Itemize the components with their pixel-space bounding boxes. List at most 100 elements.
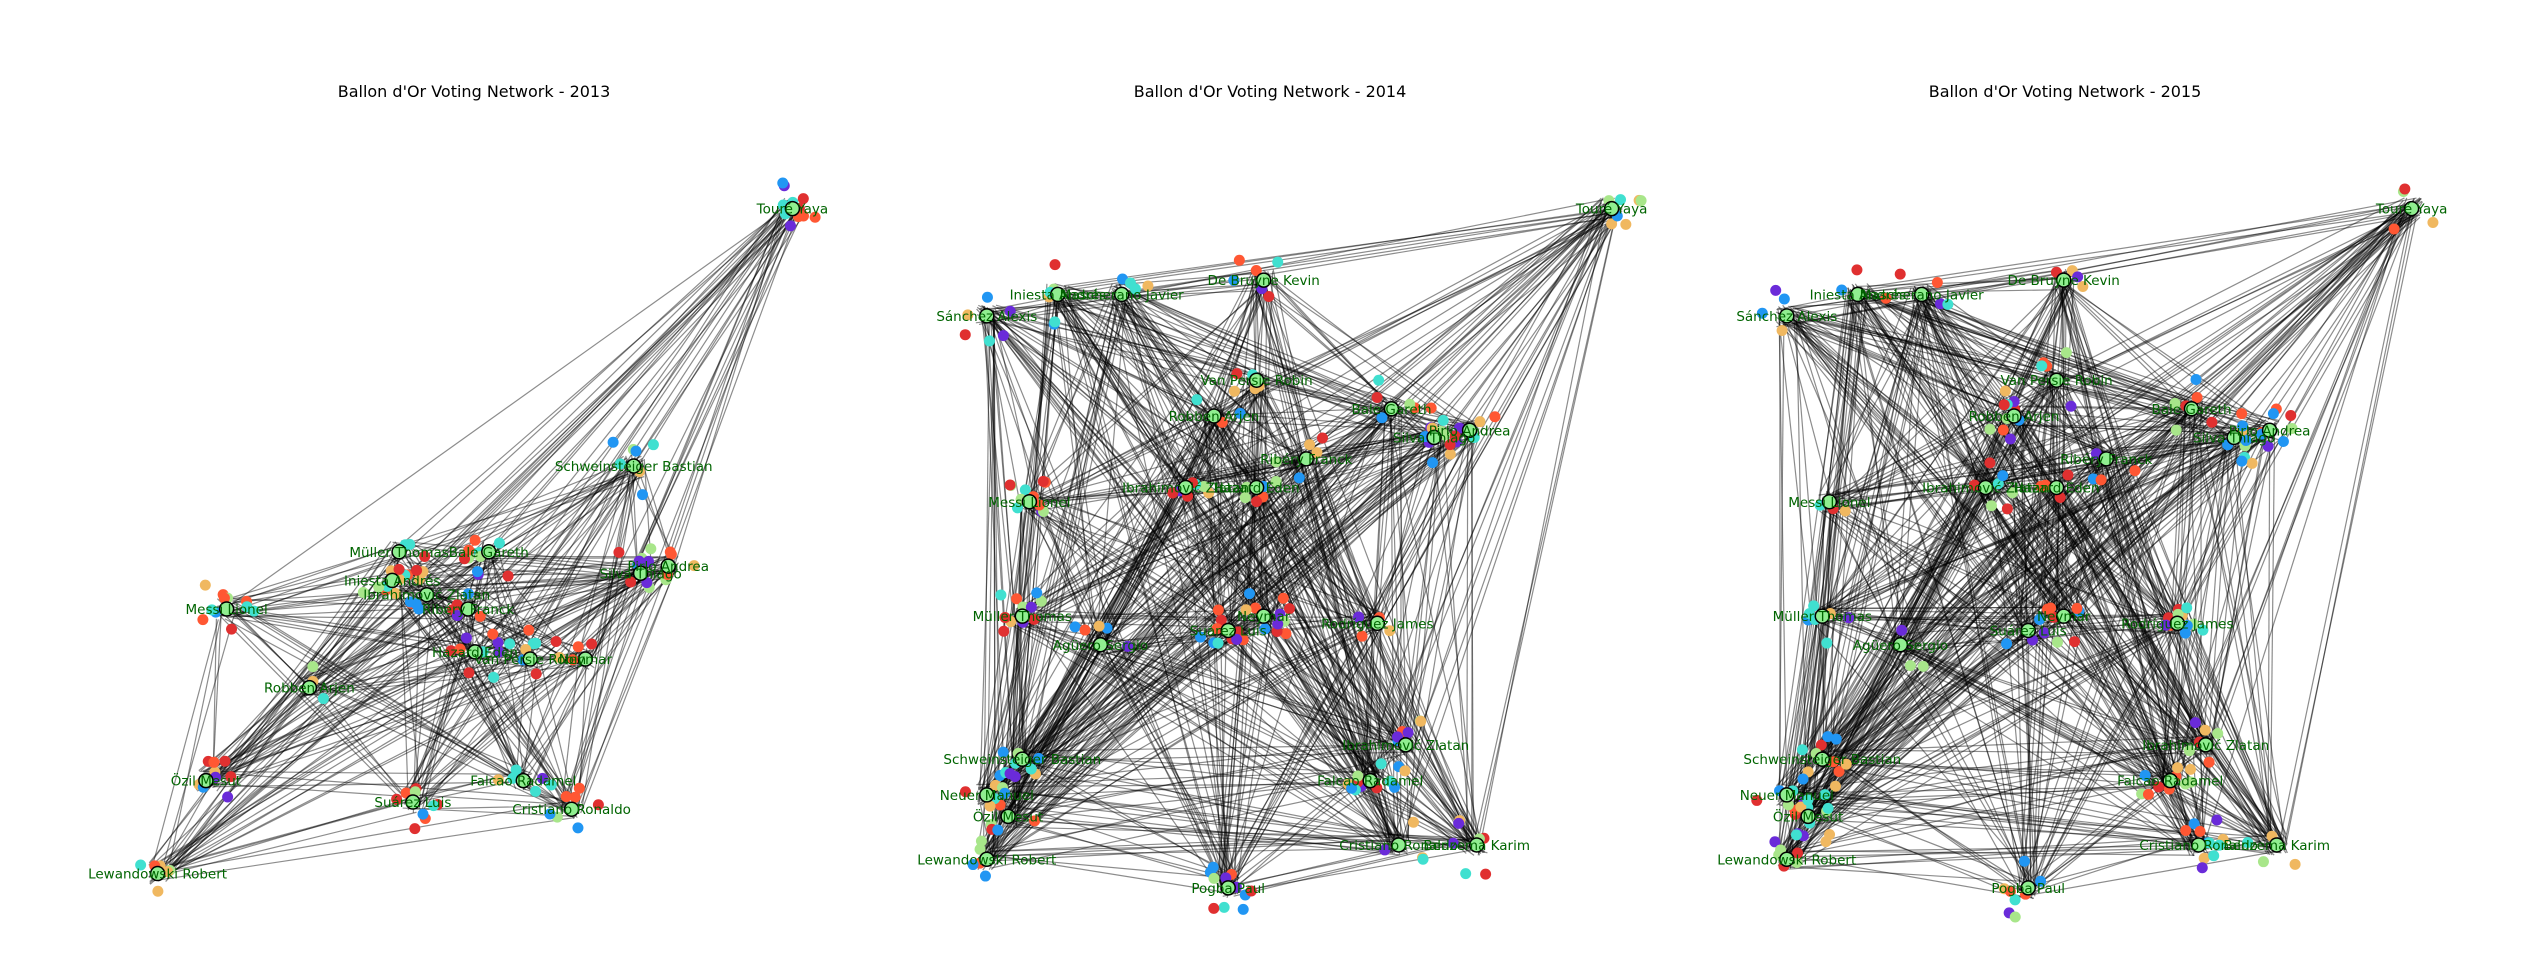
vote-edge bbox=[484, 559, 651, 572]
vote-edge bbox=[1254, 290, 1380, 627]
vote-edge bbox=[1005, 817, 1227, 883]
vote-edge bbox=[158, 663, 584, 879]
voter-node bbox=[642, 555, 654, 567]
vote-edge bbox=[1018, 750, 1371, 793]
panel-2014: Ballon d'Or Voting Network - 2014 Touré … bbox=[917, 82, 1647, 915]
vote-edge bbox=[1054, 283, 1275, 621]
voter-node bbox=[1999, 385, 2011, 397]
vote-edge bbox=[422, 567, 640, 804]
vote-edge bbox=[976, 306, 1191, 486]
vote-edge bbox=[2035, 616, 2177, 888]
voter-node bbox=[1031, 587, 1043, 599]
vote-edge bbox=[210, 597, 435, 776]
vote-edge bbox=[1098, 443, 1431, 646]
vote-edge bbox=[1234, 423, 1475, 623]
vote-edge bbox=[1038, 496, 1385, 614]
vote-edge bbox=[1031, 390, 1265, 619]
vote-edge bbox=[2003, 408, 2237, 429]
player-node bbox=[1177, 479, 1194, 496]
voter-node bbox=[2208, 850, 2220, 862]
vote-edge bbox=[2038, 411, 2182, 639]
vote-edge bbox=[391, 569, 471, 652]
vote-edge bbox=[1780, 429, 2261, 802]
vote-edge bbox=[1839, 288, 2066, 510]
vote-edge bbox=[2065, 609, 2277, 848]
vote-edge bbox=[1209, 206, 1623, 424]
vote-edge bbox=[1051, 284, 1299, 469]
vote-edge bbox=[1033, 294, 1050, 497]
voter-node bbox=[1304, 439, 1316, 451]
voter-node bbox=[1606, 218, 1618, 230]
vote-edge bbox=[395, 546, 422, 799]
vote-edge bbox=[1115, 284, 1369, 780]
vote-edge bbox=[1848, 300, 2028, 884]
vote-edge bbox=[1233, 388, 1254, 623]
vote-edge bbox=[412, 602, 421, 813]
vote-edge bbox=[583, 568, 679, 660]
voter-node bbox=[419, 550, 431, 562]
voter-node bbox=[607, 436, 619, 448]
vote-edge bbox=[515, 569, 648, 778]
voter-node bbox=[1449, 430, 1461, 442]
vote-edge bbox=[2061, 270, 2066, 613]
vote-edge bbox=[203, 654, 472, 773]
vote-edge bbox=[977, 298, 1056, 791]
voter-node bbox=[502, 570, 514, 582]
vote-edge bbox=[991, 320, 1477, 851]
vote-edge bbox=[2035, 457, 2115, 629]
vote-edge bbox=[486, 550, 535, 654]
vote-edge bbox=[996, 787, 1401, 852]
vote-edge bbox=[413, 542, 500, 806]
vote-edge bbox=[2061, 387, 2224, 438]
vote-edge bbox=[312, 691, 409, 798]
voter-node bbox=[2185, 776, 2197, 788]
vote-edge bbox=[996, 206, 1612, 865]
vote-edge bbox=[1049, 294, 1251, 384]
vote-edge bbox=[1786, 314, 2117, 458]
vote-edge bbox=[1094, 304, 1126, 653]
vote-edge bbox=[1176, 418, 1395, 494]
vote-edge bbox=[1812, 809, 2023, 899]
vote-edge bbox=[993, 397, 1386, 793]
vote-edge bbox=[1830, 465, 2118, 622]
vote-edge bbox=[1048, 294, 1210, 417]
vote-edge bbox=[2051, 386, 2056, 478]
voter-node bbox=[1942, 298, 1954, 310]
vote-edge bbox=[1372, 782, 1469, 843]
voter-node bbox=[1620, 218, 1632, 230]
player-label: Pogba Paul bbox=[1991, 881, 2065, 897]
vote-edge bbox=[149, 598, 468, 885]
vote-edge bbox=[2191, 217, 2402, 400]
vote-edge bbox=[151, 564, 645, 867]
vote-edge bbox=[2029, 628, 2275, 856]
voter-node bbox=[1270, 456, 1282, 468]
vote-edge bbox=[1793, 295, 1850, 805]
vote-edge bbox=[160, 646, 468, 877]
vote-edge bbox=[151, 651, 482, 872]
vote-edge bbox=[1811, 432, 2241, 625]
vote-edge bbox=[1127, 277, 1267, 295]
vote-edge bbox=[1236, 216, 1619, 879]
vote-edge bbox=[406, 562, 642, 580]
vote-edge bbox=[2099, 449, 2287, 851]
player-label: Silva Thiago bbox=[1393, 430, 1475, 446]
vote-edge bbox=[1254, 478, 1484, 846]
vote-edge bbox=[1052, 297, 1100, 649]
vote-edge bbox=[1100, 636, 1475, 848]
vote-edge bbox=[996, 306, 1265, 378]
voter-node bbox=[1379, 844, 1391, 856]
vote-edge bbox=[1252, 377, 1477, 837]
vote-edge bbox=[982, 480, 1265, 871]
vote-edge bbox=[1779, 848, 2205, 869]
vote-edge bbox=[1252, 279, 1318, 468]
vote-edge bbox=[1477, 202, 1620, 843]
vote-edge bbox=[1901, 483, 2068, 635]
vote-edge bbox=[1120, 294, 1269, 621]
player-label: Schweinsteiger Bastian bbox=[1743, 752, 1901, 768]
vote-edge bbox=[976, 770, 1378, 786]
vote-edge bbox=[1819, 510, 2169, 784]
vote-edge bbox=[1831, 763, 2169, 774]
vote-edge bbox=[977, 612, 1032, 805]
